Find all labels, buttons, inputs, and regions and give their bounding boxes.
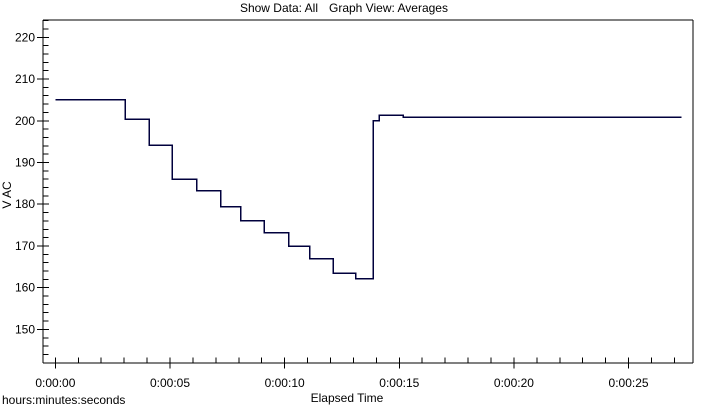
x-tick-label: 0:00:00 xyxy=(35,376,75,390)
y-axis-title: V AC xyxy=(0,181,14,209)
x-axis-title: Elapsed Time xyxy=(311,391,384,405)
y-tick-label: 220 xyxy=(15,30,35,44)
x-tick-label: 0:00:10 xyxy=(265,376,305,390)
plot-frame xyxy=(42,19,694,364)
x-tick-label: 0:00:15 xyxy=(379,376,419,390)
x-tick-label: 0:00:05 xyxy=(150,376,190,390)
y-tick-label: 160 xyxy=(15,281,35,295)
y-tick-label: 210 xyxy=(15,72,35,86)
vac-step-line xyxy=(55,99,682,280)
x-tick-label: 0:00:25 xyxy=(609,376,649,390)
y-axis-ticks xyxy=(37,20,49,364)
y-tick-label: 190 xyxy=(15,155,35,169)
y-tick-label: 170 xyxy=(15,239,35,253)
y-tick-label: 150 xyxy=(15,322,35,336)
graph-view-mode-label: Graph View: Averages xyxy=(329,1,448,15)
show-data-mode-label: Show Data: All xyxy=(240,1,318,15)
axis-tick-labels: 150 160 170 180 190 200 210 220 0:00:00 0:00:05 0:… xyxy=(15,30,649,390)
x-tick-label: 0:00:20 xyxy=(494,376,534,390)
y-tick-label: 180 xyxy=(15,197,35,211)
x-axis-ticks xyxy=(54,357,675,369)
time-format-note: hours:minutes:seconds xyxy=(2,393,125,407)
y-tick-label: 200 xyxy=(15,114,35,128)
